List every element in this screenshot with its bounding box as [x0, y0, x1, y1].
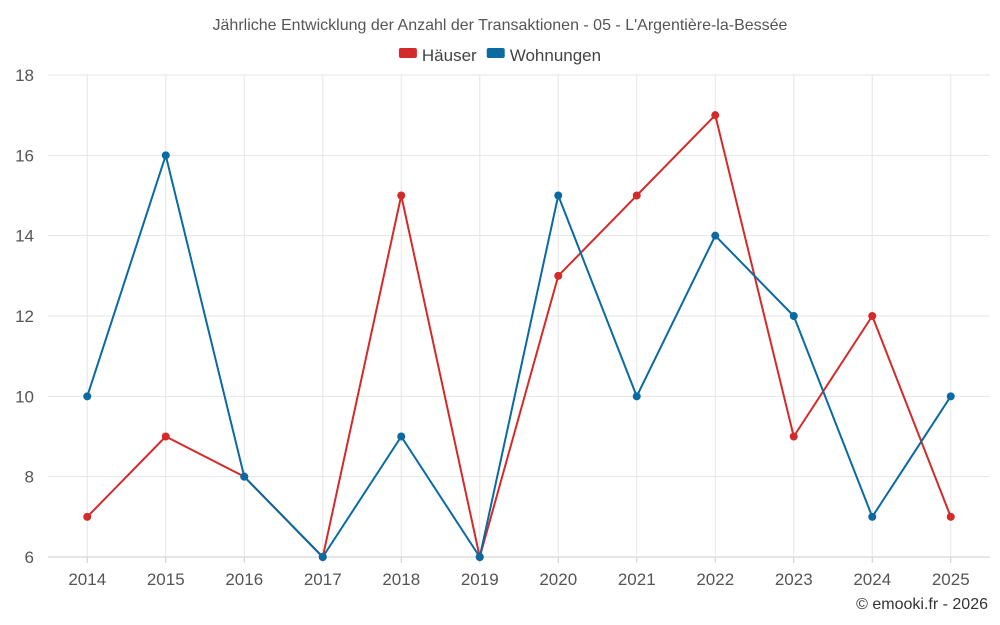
data-point[interactable] [397, 432, 406, 441]
data-point[interactable] [946, 512, 955, 521]
legend-swatch [486, 48, 505, 58]
x-axis-ticks: 2014 2015 2016 2017 2018 2019 2020 2021 2022 2023… [68, 557, 970, 589]
y-axis-ticks: 6 8 10 12 14 16 18 [15, 66, 34, 567]
data-point[interactable] [632, 392, 641, 401]
data-point[interactable] [161, 151, 170, 160]
chart-title: Jährliche Entwicklung der Anzahl der Tra… [213, 17, 788, 34]
data-point[interactable] [868, 512, 877, 521]
x-tick-label: 2016 [225, 570, 263, 589]
x-tick-label: 2021 [618, 570, 656, 589]
data-point[interactable] [711, 111, 720, 120]
series-layer [83, 111, 955, 561]
data-point[interactable] [946, 392, 955, 401]
credit-text: © emooki.fr - 2026 [856, 596, 988, 613]
legend-label: Häuser [422, 46, 477, 65]
x-tick-label: 2020 [539, 570, 577, 589]
data-point[interactable] [240, 472, 249, 481]
data-point[interactable] [554, 191, 563, 200]
legend-swatch [398, 48, 417, 58]
x-tick-label: 2018 [382, 570, 420, 589]
x-tick-label: 2015 [147, 570, 185, 589]
series-1 [83, 151, 955, 561]
data-point[interactable] [83, 512, 92, 521]
y-tick-label: 18 [15, 66, 34, 85]
y-tick-label: 8 [25, 468, 34, 487]
grid-lines [48, 74, 990, 558]
y-tick-label: 6 [25, 548, 34, 567]
data-point[interactable] [868, 312, 877, 320]
x-tick-label: 2023 [775, 570, 813, 589]
data-point[interactable] [397, 191, 406, 200]
data-point[interactable] [161, 432, 170, 441]
y-tick-label: 14 [15, 227, 34, 246]
legend-label: Wohnungen [510, 46, 601, 65]
series-line [86, 114, 952, 558]
y-tick-label: 12 [15, 307, 34, 326]
legend: Häuser Wohnungen [398, 46, 601, 65]
data-point[interactable] [711, 231, 720, 240]
x-tick-label: 2022 [696, 570, 734, 589]
data-point[interactable] [318, 553, 327, 561]
x-tick-label: 2025 [932, 570, 970, 589]
data-point[interactable] [83, 392, 92, 401]
x-tick-label: 2014 [68, 570, 106, 589]
data-point[interactable] [632, 191, 641, 200]
legend-item[interactable]: Häuser [398, 46, 477, 65]
y-tick-label: 16 [15, 146, 34, 165]
x-tick-label: 2024 [853, 570, 891, 589]
x-tick-label: 2019 [461, 570, 499, 589]
x-tick-label: 2017 [304, 570, 342, 589]
data-point[interactable] [554, 271, 563, 280]
series-line [86, 154, 952, 558]
data-point[interactable] [789, 432, 798, 441]
legend-item[interactable]: Wohnungen [486, 46, 601, 65]
series-0 [83, 111, 955, 561]
data-point[interactable] [789, 312, 798, 320]
y-tick-label: 10 [15, 387, 34, 406]
data-point[interactable] [475, 553, 484, 561]
